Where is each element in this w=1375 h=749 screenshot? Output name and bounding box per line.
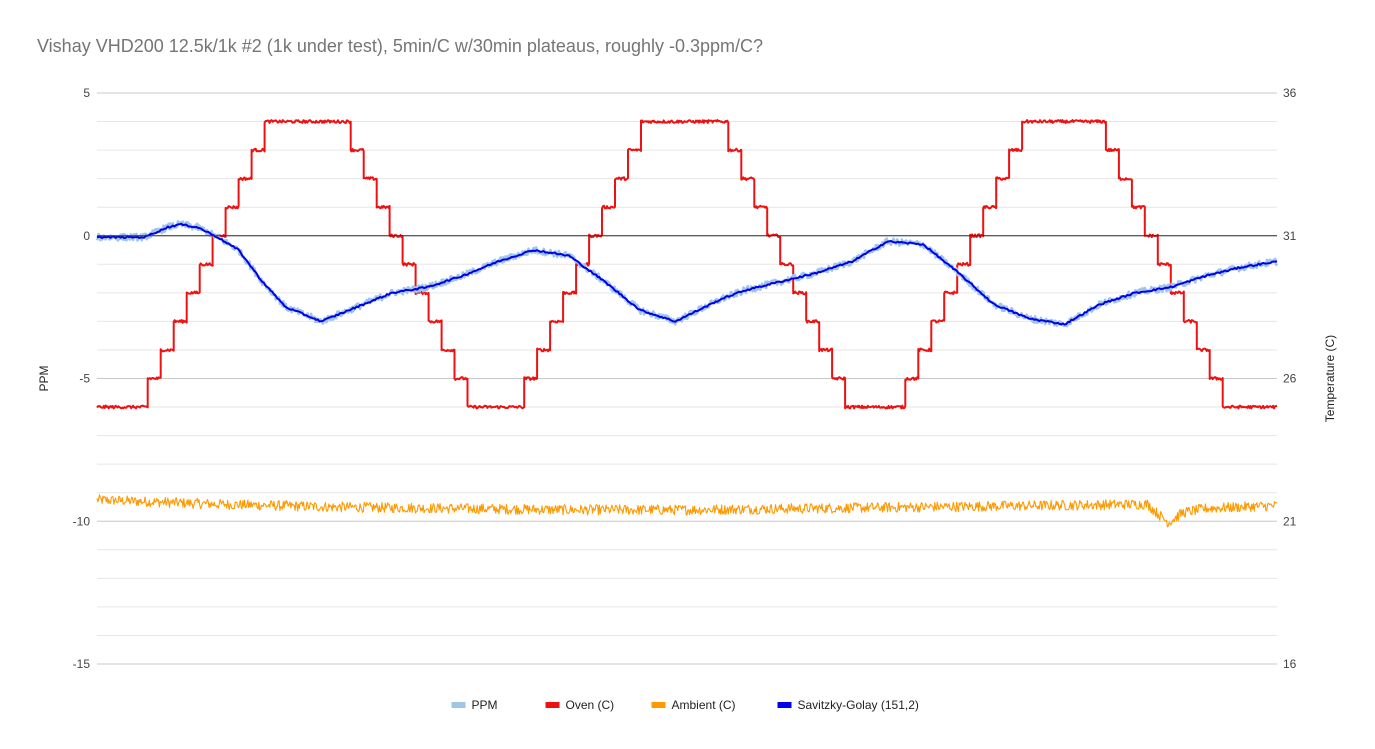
right-axis-label: Temperature (C) [1323,335,1337,422]
left-tick-label: -5 [79,372,90,386]
right-axis-ticks: 36 31 26 21 16 [1283,86,1297,671]
legend-label-1: Oven (C) [566,698,615,712]
legend-label-2: Ambient (C) [672,698,736,712]
series-line-0 [95,220,1279,328]
left-axis-label: PPM [37,365,51,391]
legend-swatch-3 [777,702,792,708]
right-tick-label: 26 [1283,372,1297,386]
left-tick-label: 5 [83,86,90,100]
legend-swatch-0 [451,702,466,708]
gridlines [97,92,1277,665]
legend-swatch-1 [545,702,560,708]
left-tick-label: -10 [73,514,91,528]
right-tick-label: 16 [1283,657,1297,671]
left-tick-label: -15 [73,657,91,671]
right-tick-label: 31 [1283,229,1297,243]
series-line-1 [96,119,1278,410]
legend-label-3: Savitzky-Golay (151,2) [798,698,919,712]
legend-label-0: PPM [472,698,498,712]
series-line-3 [96,222,1278,326]
series-line-2 [96,494,1278,528]
chart-title: Vishay VHD200 12.5k/1k #2 (1k under test… [37,36,764,56]
series-layer [95,119,1279,528]
left-axis-ticks: 5 0 -5 -10 -15 [73,86,91,671]
legend: PPM Oven (C) Ambient (C) Savitzky-Golay (15… [451,698,919,712]
right-tick-label: 36 [1283,86,1297,100]
left-tick-label: 0 [83,229,90,243]
legend-swatch-2 [651,702,666,708]
right-tick-label: 21 [1283,514,1297,528]
